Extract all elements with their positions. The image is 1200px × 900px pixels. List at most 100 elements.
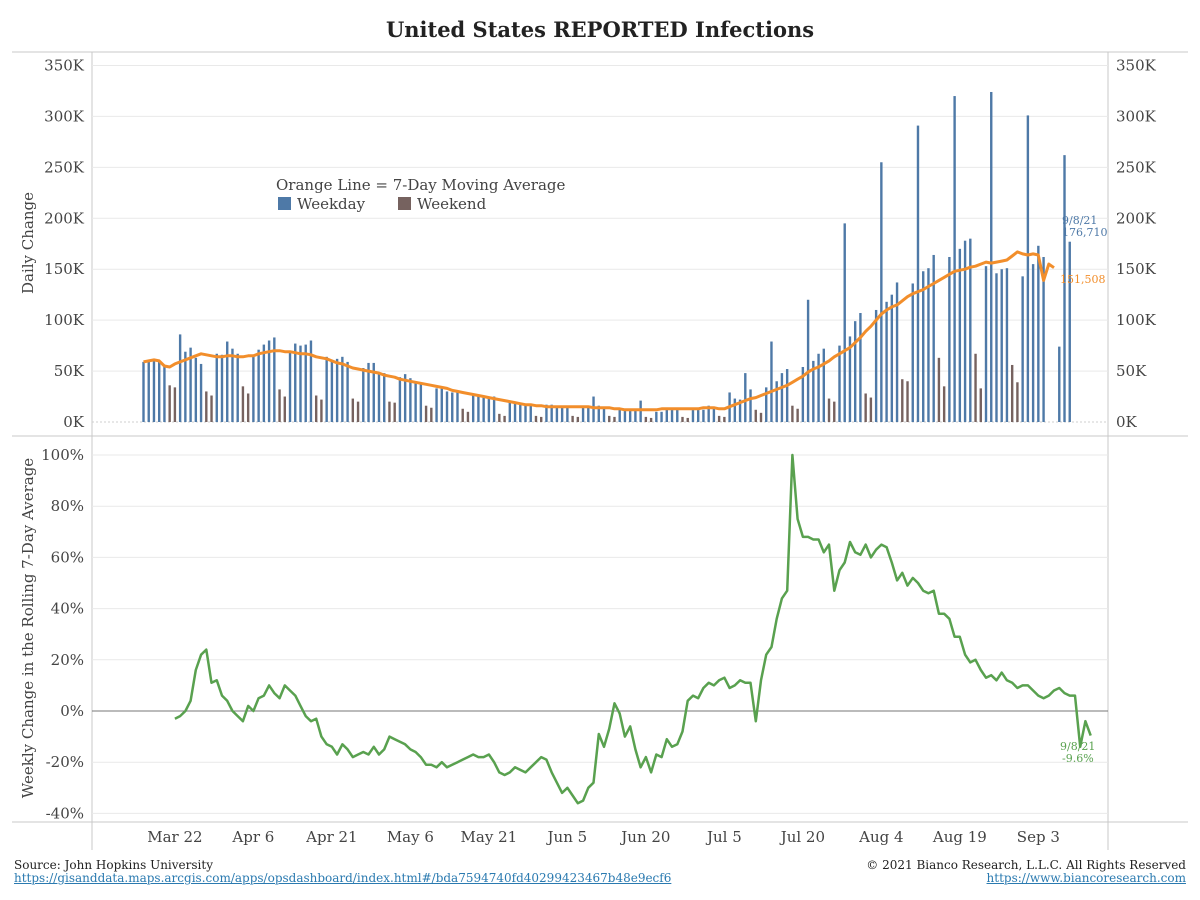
weekday-bar (445, 391, 449, 422)
weekday-bar (995, 273, 998, 422)
weekday-bar (958, 248, 962, 422)
weekend-bar (241, 386, 245, 422)
weekday-bar (587, 405, 590, 422)
weekday-bar (226, 341, 229, 422)
weekday-bar (471, 395, 475, 422)
weekday-bar (676, 407, 679, 422)
weekday-bar (252, 354, 255, 422)
weekday-bar (487, 396, 491, 422)
bottom-tick-label: 60% (51, 548, 84, 566)
weekday-bar (639, 400, 642, 422)
weekday-bar (257, 349, 260, 422)
weekday-bar (712, 406, 716, 422)
weekday-bar (157, 361, 161, 422)
weekday-bar (519, 403, 522, 422)
weekend-bar (571, 415, 574, 422)
weekday-bar (372, 362, 375, 422)
moving-average-line (143, 250, 1055, 412)
weekday-bar (1042, 256, 1045, 422)
bottom-date-annotation: 9/8/21 (1060, 740, 1095, 753)
source-link[interactable]: https://gisanddata.maps.arcgis.com/apps/… (14, 871, 672, 885)
top-right-tick-label: 300K (1116, 107, 1157, 125)
weekday-bar (231, 348, 234, 422)
weekend-bar (901, 379, 904, 422)
weekday-bar (749, 389, 752, 422)
weekend-bar (393, 402, 396, 422)
weekday-bar (184, 351, 187, 422)
weekday-bar (304, 344, 307, 422)
weekend-bar (283, 396, 286, 422)
weekday-bar (785, 369, 789, 422)
weekday-bar (634, 408, 637, 422)
weekday-bar (288, 350, 292, 422)
bottom-tick-label: 80% (51, 497, 84, 515)
weekday-bar (529, 404, 532, 422)
ma-value-annotation: 151,508 (1060, 273, 1106, 286)
weekend-bar (833, 401, 836, 422)
top-value-annotation: 176,710 (1062, 226, 1108, 239)
weekday-bar (178, 334, 182, 422)
x-tick-label: May 21 (461, 828, 518, 846)
weekday-bar (932, 254, 935, 422)
weekday-bar (147, 360, 150, 422)
weekend-bar (424, 405, 428, 422)
weekday-bar (294, 343, 297, 422)
weekday-bar (335, 358, 339, 422)
top-left-tick-label: 300K (44, 107, 85, 125)
weekday-bar (398, 377, 402, 422)
weekday-bar (189, 347, 192, 422)
weekend-bar (649, 417, 653, 422)
weekday-bar (670, 408, 674, 422)
weekday-bar (482, 397, 485, 422)
weekend-bar (466, 411, 470, 422)
chart-frame (12, 51, 1188, 850)
copyright-label: © 2021 Bianco Research, L.L.C. All Right… (866, 858, 1186, 872)
top-right-tick-label: 200K (1116, 209, 1157, 227)
weekday-bar (623, 408, 627, 422)
weekend-bar (1016, 382, 1019, 422)
weekday-bar (419, 384, 423, 422)
weekday-bar (215, 353, 218, 422)
weekday-bar (451, 392, 454, 422)
top-date-annotation: 9/8/21 (1062, 214, 1097, 227)
top-left-tick-label: 0K (63, 413, 85, 431)
weekday-bar (948, 256, 951, 422)
bottom-tick-label: 100% (41, 446, 84, 464)
weekday-bar (984, 266, 988, 422)
weekday-bar (341, 356, 344, 422)
weekday-bar (550, 404, 553, 422)
weekday-bar (817, 353, 820, 422)
weekday-bar (707, 405, 710, 422)
weekday-bar (602, 408, 606, 422)
weekend-bar (717, 415, 721, 422)
weekend-bar (168, 385, 171, 422)
source-label: Source: John Hopkins University (14, 858, 213, 872)
weekday-bar (895, 282, 899, 422)
chart-title: United States REPORTED Infections (386, 17, 814, 42)
weekday-bar (581, 406, 585, 422)
weekend-bar (351, 398, 355, 422)
weekday-bar (403, 374, 407, 422)
weekend-bar (430, 407, 433, 422)
x-tick-label: May 6 (387, 828, 434, 846)
weekday-bar (435, 388, 438, 422)
weekday-bar (655, 411, 658, 422)
weekend-bar (173, 387, 177, 422)
website-link[interactable]: https://www.biancoresearch.com (986, 871, 1186, 885)
weekday-bar (477, 394, 480, 422)
weekend-bar (1010, 364, 1014, 422)
weekday-bar (1068, 241, 1071, 422)
top-left-tick-label: 150K (44, 260, 85, 278)
weekday-bar (812, 360, 815, 422)
weekday-bar (566, 407, 569, 422)
weekday-bar (738, 399, 742, 422)
weekend-bar (320, 399, 323, 422)
weekend-bar (864, 393, 867, 422)
x-tick-label: Jun 5 (546, 828, 588, 846)
weekday-bar (628, 409, 632, 422)
top-gridlines (92, 65, 1108, 423)
weekend-bar (869, 397, 873, 422)
weekend-bar (827, 398, 831, 422)
weekday-bar (770, 341, 773, 422)
weekday-bar (853, 321, 857, 422)
